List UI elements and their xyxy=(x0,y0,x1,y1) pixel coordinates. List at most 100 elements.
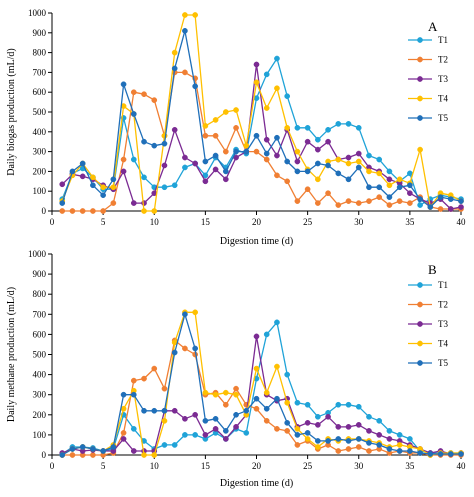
data-point-t1 xyxy=(396,432,403,438)
data-point-t2 xyxy=(141,375,147,382)
legend-marker-t3 xyxy=(417,76,423,82)
data-point-t2 xyxy=(130,89,137,96)
data-point-t3 xyxy=(202,178,209,185)
data-point-t5 xyxy=(222,168,229,175)
x-tick-label: 40 xyxy=(457,461,467,471)
data-point-t2 xyxy=(59,208,66,214)
data-point-t5 xyxy=(304,430,311,436)
data-point-t5 xyxy=(447,451,454,457)
series-line-t4 xyxy=(61,14,462,212)
data-point-t2 xyxy=(407,200,413,206)
data-point-t2 xyxy=(130,377,137,384)
series-line-t3 xyxy=(61,335,462,455)
legend-label-t3: T3 xyxy=(438,74,448,84)
y-tick-label: 300 xyxy=(33,147,47,157)
data-point-t2 xyxy=(366,448,372,454)
data-point-t1 xyxy=(315,136,321,143)
data-point-t2 xyxy=(202,132,209,139)
data-point-t2 xyxy=(222,401,229,408)
chart-panel-a: 0 100 200 300 400 500 600 700 800 900 1000 0 5 10 15 20… xyxy=(6,8,466,247)
y-tick-label: 500 xyxy=(33,107,47,117)
data-point-t2 xyxy=(386,202,393,208)
data-point-t3 xyxy=(345,424,352,430)
data-point-t2 xyxy=(335,202,342,208)
data-point-t1 xyxy=(284,371,291,378)
data-point-t5 xyxy=(243,407,250,414)
data-point-t5 xyxy=(192,345,198,352)
data-point-t5 xyxy=(355,436,362,442)
data-point-t5 xyxy=(59,452,66,458)
data-point-t5 xyxy=(376,442,383,448)
data-point-t5 xyxy=(212,152,219,159)
legend-marker-t5 xyxy=(417,115,423,121)
data-point-t5 xyxy=(427,451,434,457)
data-point-t1 xyxy=(130,156,137,163)
data-point-t1 xyxy=(171,442,178,448)
data-point-t4 xyxy=(274,363,280,370)
data-point-t5 xyxy=(182,311,188,318)
data-point-t4 xyxy=(182,12,188,18)
data-point-t3 xyxy=(130,200,137,206)
data-point-t1 xyxy=(345,121,352,127)
data-point-t5 xyxy=(263,150,270,157)
data-point-t3 xyxy=(407,190,413,197)
y-tick-label: 1000 xyxy=(28,249,47,259)
data-point-t5 xyxy=(202,158,209,165)
data-point-t5 xyxy=(100,448,106,454)
data-point-t5 xyxy=(253,132,260,139)
data-point-t4 xyxy=(110,184,117,191)
data-point-t3 xyxy=(212,166,219,173)
data-point-t3 xyxy=(79,173,86,180)
data-point-t1 xyxy=(263,331,270,338)
data-point-t5 xyxy=(376,184,383,191)
y-tick-label: 200 xyxy=(33,166,47,176)
y-tick-label: 1000 xyxy=(28,8,47,18)
x-tick-label: 25 xyxy=(303,217,313,227)
series-line-t1 xyxy=(61,321,461,455)
data-point-t5 xyxy=(161,407,168,414)
data-point-t5 xyxy=(151,407,158,414)
data-point-t5 xyxy=(304,168,311,175)
data-point-t5 xyxy=(110,176,117,183)
data-point-t5 xyxy=(79,444,86,450)
data-point-t2 xyxy=(212,132,219,139)
legend: T1 T2 T3 T4 T5 xyxy=(408,35,448,123)
data-point-t5 xyxy=(396,448,403,454)
data-point-t5 xyxy=(151,142,158,149)
data-point-t3 xyxy=(120,168,127,175)
data-point-t4 xyxy=(284,399,291,406)
x-tick-label: 30 xyxy=(354,461,364,471)
data-point-t5 xyxy=(325,438,331,444)
data-point-t2 xyxy=(345,198,352,204)
data-point-t2 xyxy=(335,448,342,454)
data-point-t2 xyxy=(315,200,321,206)
data-point-t4 xyxy=(315,444,321,450)
data-point-t2 xyxy=(253,405,260,412)
y-tick-label: 100 xyxy=(33,186,47,196)
x-tick-label: 0 xyxy=(50,461,55,471)
data-point-t1 xyxy=(345,401,352,408)
data-point-t1 xyxy=(274,55,280,62)
data-point-t5 xyxy=(325,162,331,169)
data-point-t1 xyxy=(284,93,291,100)
data-point-t4 xyxy=(366,168,372,175)
data-point-t5 xyxy=(141,138,147,145)
data-point-t5 xyxy=(161,140,168,147)
data-point-t4 xyxy=(386,182,393,189)
data-point-t5 xyxy=(335,170,342,177)
data-point-t5 xyxy=(427,204,434,210)
data-point-t3 xyxy=(192,411,198,418)
data-point-t4 xyxy=(141,208,147,214)
data-point-t4 xyxy=(274,85,280,92)
data-point-t3 xyxy=(263,136,270,143)
legend-label-t5: T5 xyxy=(438,113,448,123)
data-point-t1 xyxy=(141,174,147,181)
data-point-t1 xyxy=(355,403,362,410)
data-point-t2 xyxy=(304,186,311,193)
legend-marker-t4 xyxy=(417,95,423,102)
data-point-t4 xyxy=(263,389,270,396)
data-point-t1 xyxy=(407,436,413,442)
data-point-t5 xyxy=(222,428,229,434)
legend-label-t3: T3 xyxy=(438,319,448,329)
data-point-t2 xyxy=(325,190,331,197)
